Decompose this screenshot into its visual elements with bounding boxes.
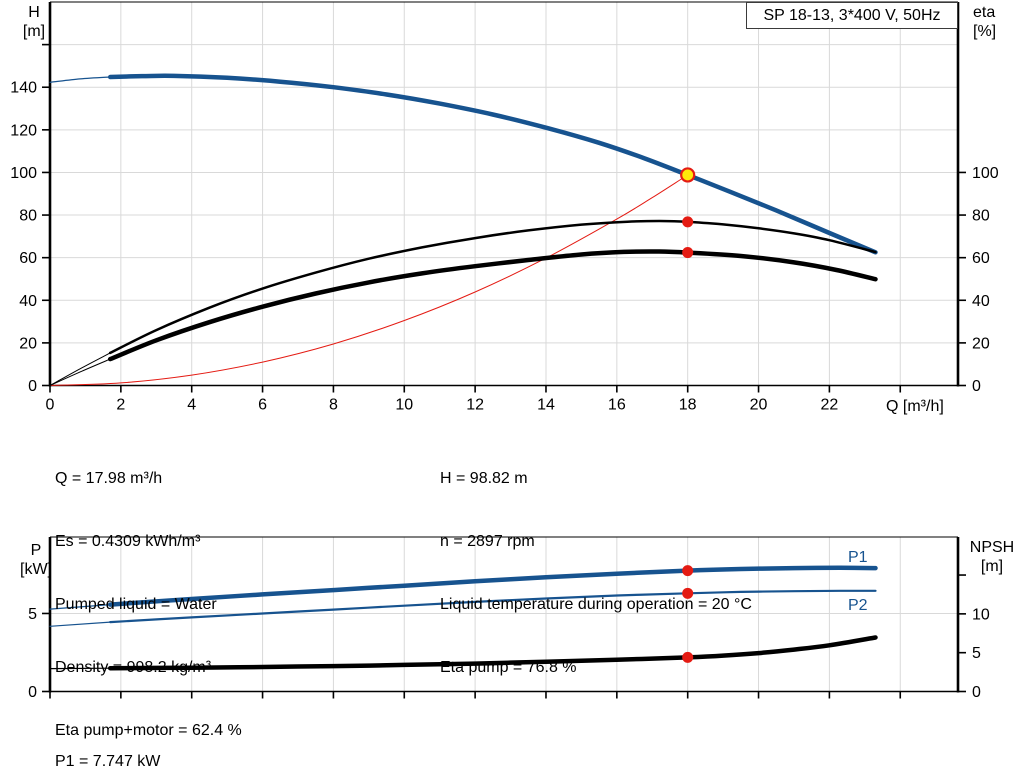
qh_chart-tick-label-y-left: 60	[19, 250, 37, 267]
eta-axis-symbol: eta	[973, 4, 996, 21]
eta-pump-motor-curve	[107, 249, 878, 362]
system-curve	[49, 174, 689, 386]
p1-point	[682, 565, 694, 577]
qh_chart-tick-label-y-right: 0	[972, 378, 981, 395]
p_chart-tick-label-y-left: 0	[28, 684, 37, 701]
duty-point[interactable]	[680, 167, 696, 183]
info-eta-pump-motor: Eta pump+motor = 62.4 %	[55, 722, 242, 739]
p_chart-tick-label-y-left: 5	[28, 606, 37, 623]
p-axis-symbol: P	[30, 542, 42, 559]
qh_chart-tick-label-x: 14	[537, 397, 555, 414]
info-liquid-temperature: Liquid temperature during operation = 20…	[440, 596, 752, 613]
p2-curve-label: P2	[848, 597, 868, 614]
npsh-curve	[107, 635, 878, 671]
qh_chart-tick-label-y-right: 60	[972, 250, 990, 267]
p1-curve	[107, 565, 878, 607]
duty-info-left: Q = 17.98 m³/h Es = 0.4309 kWh/m³ Pumped…	[55, 426, 242, 781]
info-density: Density = 998.2 kg/m³	[55, 659, 212, 676]
eta-pump-curve	[108, 219, 877, 355]
qh_chart-tick-label-y-right: 20	[972, 335, 990, 352]
qh_chart-tick-label-y-left: 20	[19, 335, 37, 352]
qh_chart-tick-label-x: 8	[329, 397, 338, 414]
info-flow: Q = 17.98 m³/h	[55, 470, 163, 487]
qh_chart-tick-label-y-left: 100	[10, 165, 37, 182]
qh_chart-tick-label-y-right: 100	[972, 165, 999, 182]
p2-curve	[109, 589, 877, 624]
p1-curve-label: P1	[848, 549, 868, 566]
qh_chart-tick-label-x: 16	[608, 397, 626, 414]
npsh-axis-unit: [m]	[980, 558, 1004, 575]
eta-pump-point	[682, 216, 694, 228]
qh_chart-tick-label-x: 22	[821, 397, 839, 414]
npsh-axis-symbol: NPSH	[969, 539, 1015, 556]
info-speed: n = 2897 rpm	[440, 533, 535, 550]
qh_chart-tick-label-y-left: 120	[10, 122, 37, 139]
qh_chart-tick-label-x: 4	[187, 397, 196, 414]
p1-curve-leadin	[49, 604, 111, 610]
h-axis-unit: [m]	[22, 23, 46, 40]
p_chart-tick-label-y-right: 0	[972, 684, 981, 701]
qh_chart-tick-label-y-left: 140	[10, 80, 37, 97]
p2-curve-leadin	[49, 621, 111, 627]
qh_chart-tick-label-y-left: 40	[19, 293, 37, 310]
info-eta-pump: Eta pump = 76.8 %	[440, 659, 577, 676]
qh_chart-tick-label-x: 2	[116, 397, 125, 414]
p_chart-tick-label-y-right: 10	[972, 606, 990, 623]
qh_chart-tick-label-y-left: 0	[28, 378, 37, 395]
qh_chart-tick-label-x: 0	[46, 397, 55, 414]
p_chart-tick-label-y-right: 5	[972, 645, 981, 662]
eta-pump-motor-point	[682, 247, 694, 259]
h-axis-label: H [m]	[14, 3, 54, 41]
info-specific-energy: Es = 0.4309 kWh/m³	[55, 533, 201, 550]
qh_chart-tick-label-x: 20	[750, 397, 768, 414]
npsh-axis-label: NPSH [m]	[962, 538, 1022, 576]
power-info: P1 = 7.747 kW P2 = 6.291 kW NPSH = 4.39 …	[55, 709, 167, 781]
qh_chart-tick-label-y-right: 80	[972, 208, 990, 225]
info-head: H = 98.82 m	[440, 470, 528, 487]
npsh-point	[682, 651, 694, 663]
qh_chart-tick-label-y-right: 40	[972, 293, 990, 310]
p-axis-label: P [kW]	[14, 541, 58, 579]
eta-pump-curve-leadin	[49, 352, 111, 386]
info-pumped-liquid: Pumped liquid = Water	[55, 596, 217, 613]
p2-point	[682, 587, 694, 599]
p-axis-unit: [kW]	[20, 561, 52, 578]
h-axis-symbol: H	[28, 4, 40, 21]
head-curve	[107, 73, 878, 255]
duty-info-right: H = 98.82 m n = 2897 rpm Liquid temperat…	[440, 426, 752, 720]
chart-title-box: SP 18-13, 3*400 V, 50Hz	[746, 2, 958, 29]
qh_chart-tick-label-y-left: 80	[19, 208, 37, 225]
q-axis-label: Q [m³/h]	[886, 398, 944, 415]
qh_chart-tick-label-x: 10	[395, 397, 413, 414]
eta-axis-unit: [%]	[973, 23, 997, 40]
eta-pump-motor-curve-leadin	[49, 358, 111, 386]
qh_chart-tick-label-x: 12	[466, 397, 484, 414]
qh_chart-tick-label-x: 6	[258, 397, 267, 414]
info-p1: P1 = 7.747 kW	[55, 753, 161, 770]
eta-axis-label: eta [%]	[973, 3, 1021, 41]
head-curve-leadin	[49, 76, 111, 83]
qh_chart-tick-label-x: 18	[679, 397, 697, 414]
